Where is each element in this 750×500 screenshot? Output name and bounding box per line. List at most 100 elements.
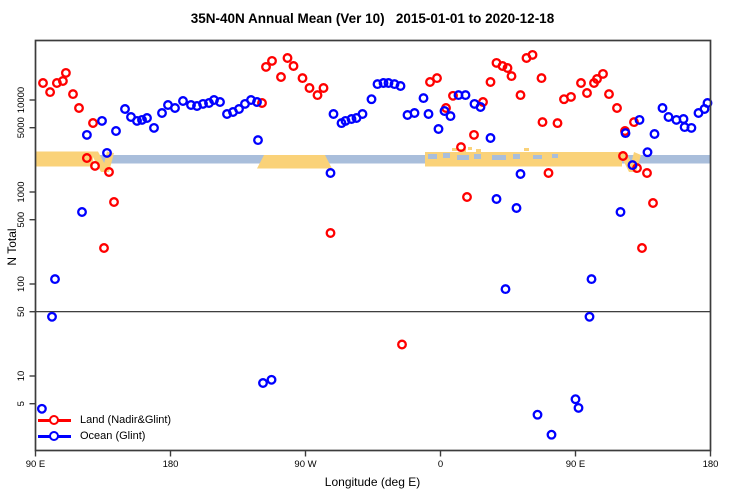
- band-speckle-land: [452, 148, 457, 151]
- data-point: [423, 109, 434, 119]
- x-tick-label: 90 E: [26, 459, 46, 470]
- data-point: [582, 88, 592, 98]
- band-speckle-ocean: [457, 155, 469, 160]
- data-point: [598, 68, 608, 79]
- x-tick-label: 90 W: [294, 459, 316, 470]
- data-point: [573, 402, 584, 413]
- band-speckle-land: [468, 147, 472, 150]
- x-axis-title: Longitude (deg E): [324, 475, 421, 489]
- legend-marker-ocean-icon: [38, 431, 71, 441]
- legend-item-land: Land (Nadir&Glint): [38, 412, 171, 428]
- legend-label-ocean: Ocean (Glint): [80, 430, 146, 442]
- data-point: [527, 49, 538, 60]
- data-point: [536, 73, 547, 84]
- data-point: [460, 90, 471, 101]
- data-point: [432, 73, 442, 84]
- data-point: [318, 83, 329, 93]
- data-point: [198, 98, 208, 109]
- band-speckle-ocean: [492, 155, 506, 160]
- data-point: [137, 114, 147, 125]
- data-point: [634, 114, 645, 125]
- data-point: [36, 403, 47, 414]
- data-point: [502, 63, 513, 73]
- data-point: [686, 122, 697, 133]
- x-tick-label: 180: [163, 459, 179, 470]
- data-point: [77, 207, 87, 217]
- data-point: [425, 77, 435, 87]
- data-point: [47, 311, 57, 322]
- x-tick-label: 90 E: [566, 459, 586, 470]
- data-point: [60, 67, 71, 78]
- data-point: [462, 192, 472, 202]
- data-point: [267, 55, 277, 66]
- data-point: [282, 53, 293, 63]
- data-point: [178, 96, 188, 106]
- y-tick-label: 1000: [16, 181, 27, 202]
- data-point: [366, 94, 377, 105]
- data-point: [383, 78, 394, 88]
- data-point: [678, 114, 689, 124]
- data-point: [627, 160, 638, 171]
- y-tick-label: 5000: [16, 117, 27, 138]
- data-point: [537, 117, 548, 128]
- data-point: [485, 133, 496, 143]
- data-point: [97, 115, 107, 126]
- y-tick-label: 10000: [16, 87, 27, 113]
- data-point: [497, 61, 508, 71]
- data-point: [637, 243, 647, 253]
- band-speckle-ocean: [533, 155, 542, 159]
- plot-box: [34, 39, 712, 452]
- data-point: [102, 147, 112, 158]
- data-point: [346, 114, 357, 124]
- data-point: [57, 76, 68, 86]
- data-point: [546, 429, 557, 440]
- data-point: [253, 135, 263, 146]
- data-point: [648, 198, 658, 208]
- data-point: [532, 409, 543, 420]
- data-point: [448, 90, 458, 101]
- data-point: [266, 374, 277, 385]
- data-point: [566, 91, 576, 102]
- band-speckle-ocean: [552, 154, 558, 158]
- band-speckle-land: [476, 149, 481, 152]
- density-band-land: [35, 151, 93, 167]
- data-point: [252, 97, 262, 107]
- data-point: [500, 284, 511, 295]
- density-band-land: [102, 151, 114, 172]
- data-point: [81, 129, 92, 140]
- data-point: [506, 71, 517, 82]
- data-point: [88, 118, 98, 128]
- data-point: [433, 124, 444, 134]
- x-tick-label: 0: [438, 459, 443, 470]
- data-point: [649, 129, 660, 139]
- data-point: [99, 243, 109, 253]
- data-point: [90, 160, 100, 171]
- data-point: [378, 78, 389, 88]
- data-point: [584, 311, 595, 322]
- data-point: [276, 72, 286, 82]
- data-point: [111, 126, 121, 136]
- band-speckle-land: [524, 148, 529, 151]
- data-point: [570, 394, 581, 405]
- data-point: [142, 113, 152, 123]
- y-tick-label: 500: [16, 212, 27, 228]
- data-point: [663, 112, 674, 122]
- data-point: [439, 106, 450, 116]
- data-point: [491, 194, 502, 204]
- data-point: [288, 61, 299, 71]
- data-point: [258, 378, 268, 388]
- legend: Land (Nadir&Glint) Ocean (Glint): [38, 412, 171, 444]
- band-speckle-ocean: [474, 154, 481, 159]
- legend-marker-land-icon: [38, 415, 71, 425]
- data-point: [68, 89, 78, 100]
- data-point: [629, 117, 639, 128]
- data-point: [642, 168, 652, 178]
- data-point: [418, 93, 429, 104]
- data-point: [592, 74, 602, 84]
- data-point: [657, 103, 668, 113]
- data-point: [456, 142, 466, 153]
- data-point: [604, 89, 614, 100]
- data-point: [261, 61, 271, 72]
- data-point: [234, 104, 244, 114]
